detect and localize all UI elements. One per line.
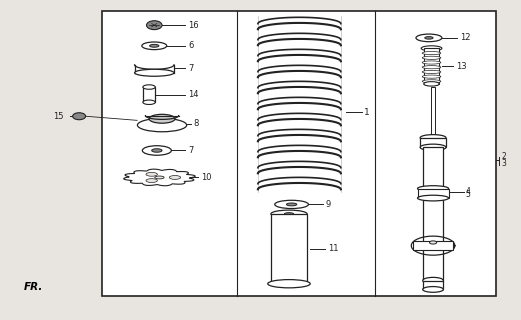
Ellipse shape (143, 100, 155, 105)
Ellipse shape (420, 135, 446, 141)
Ellipse shape (421, 46, 442, 51)
Text: 9: 9 (325, 200, 330, 209)
Ellipse shape (417, 195, 449, 201)
Bar (423, 281, 443, 289)
Text: 5: 5 (465, 190, 470, 199)
Ellipse shape (268, 280, 310, 288)
Ellipse shape (417, 186, 449, 191)
Bar (424, 48, 439, 84)
Ellipse shape (420, 144, 446, 150)
Ellipse shape (284, 213, 294, 215)
Ellipse shape (150, 44, 159, 47)
Bar (420, 138, 446, 147)
Ellipse shape (425, 36, 433, 39)
Text: 7: 7 (188, 63, 193, 73)
Ellipse shape (422, 56, 441, 60)
Ellipse shape (169, 176, 181, 179)
Polygon shape (123, 169, 195, 186)
Ellipse shape (422, 80, 441, 83)
Text: 3: 3 (502, 159, 506, 168)
Text: 2: 2 (502, 152, 506, 161)
Ellipse shape (142, 146, 171, 155)
Ellipse shape (138, 118, 187, 132)
Text: 10: 10 (201, 173, 212, 182)
Ellipse shape (146, 179, 157, 182)
Text: 14: 14 (188, 90, 199, 99)
Bar (271, 214, 307, 284)
Ellipse shape (155, 176, 164, 179)
Bar (413, 241, 453, 251)
Ellipse shape (422, 61, 441, 64)
Text: 6: 6 (188, 41, 193, 50)
Ellipse shape (152, 149, 162, 152)
Ellipse shape (423, 287, 443, 292)
Ellipse shape (423, 277, 443, 284)
Text: 16: 16 (188, 21, 199, 30)
Text: 15: 15 (53, 112, 64, 121)
Ellipse shape (422, 66, 441, 69)
Ellipse shape (146, 21, 162, 30)
Ellipse shape (142, 42, 167, 50)
Ellipse shape (424, 82, 439, 86)
Bar (423, 147, 443, 281)
Ellipse shape (422, 75, 441, 78)
Text: FR.: FR. (23, 282, 43, 292)
Text: 8: 8 (193, 119, 199, 128)
Ellipse shape (429, 241, 437, 244)
Ellipse shape (271, 210, 307, 218)
Ellipse shape (422, 52, 441, 55)
Ellipse shape (72, 113, 85, 120)
Ellipse shape (143, 85, 155, 89)
Ellipse shape (287, 203, 297, 206)
Ellipse shape (146, 172, 157, 176)
Bar (431, 87, 435, 150)
Ellipse shape (134, 69, 174, 76)
Text: 4: 4 (465, 187, 470, 196)
Bar (103, 11, 497, 296)
Bar (417, 188, 449, 198)
Ellipse shape (416, 34, 442, 42)
Text: 7: 7 (188, 146, 193, 155)
Ellipse shape (149, 114, 175, 123)
Text: 13: 13 (456, 62, 466, 71)
Ellipse shape (275, 200, 308, 209)
Text: 1: 1 (364, 108, 370, 117)
Text: 11: 11 (328, 244, 338, 253)
Bar (143, 87, 155, 102)
Ellipse shape (422, 70, 441, 74)
Text: 12: 12 (460, 33, 470, 42)
